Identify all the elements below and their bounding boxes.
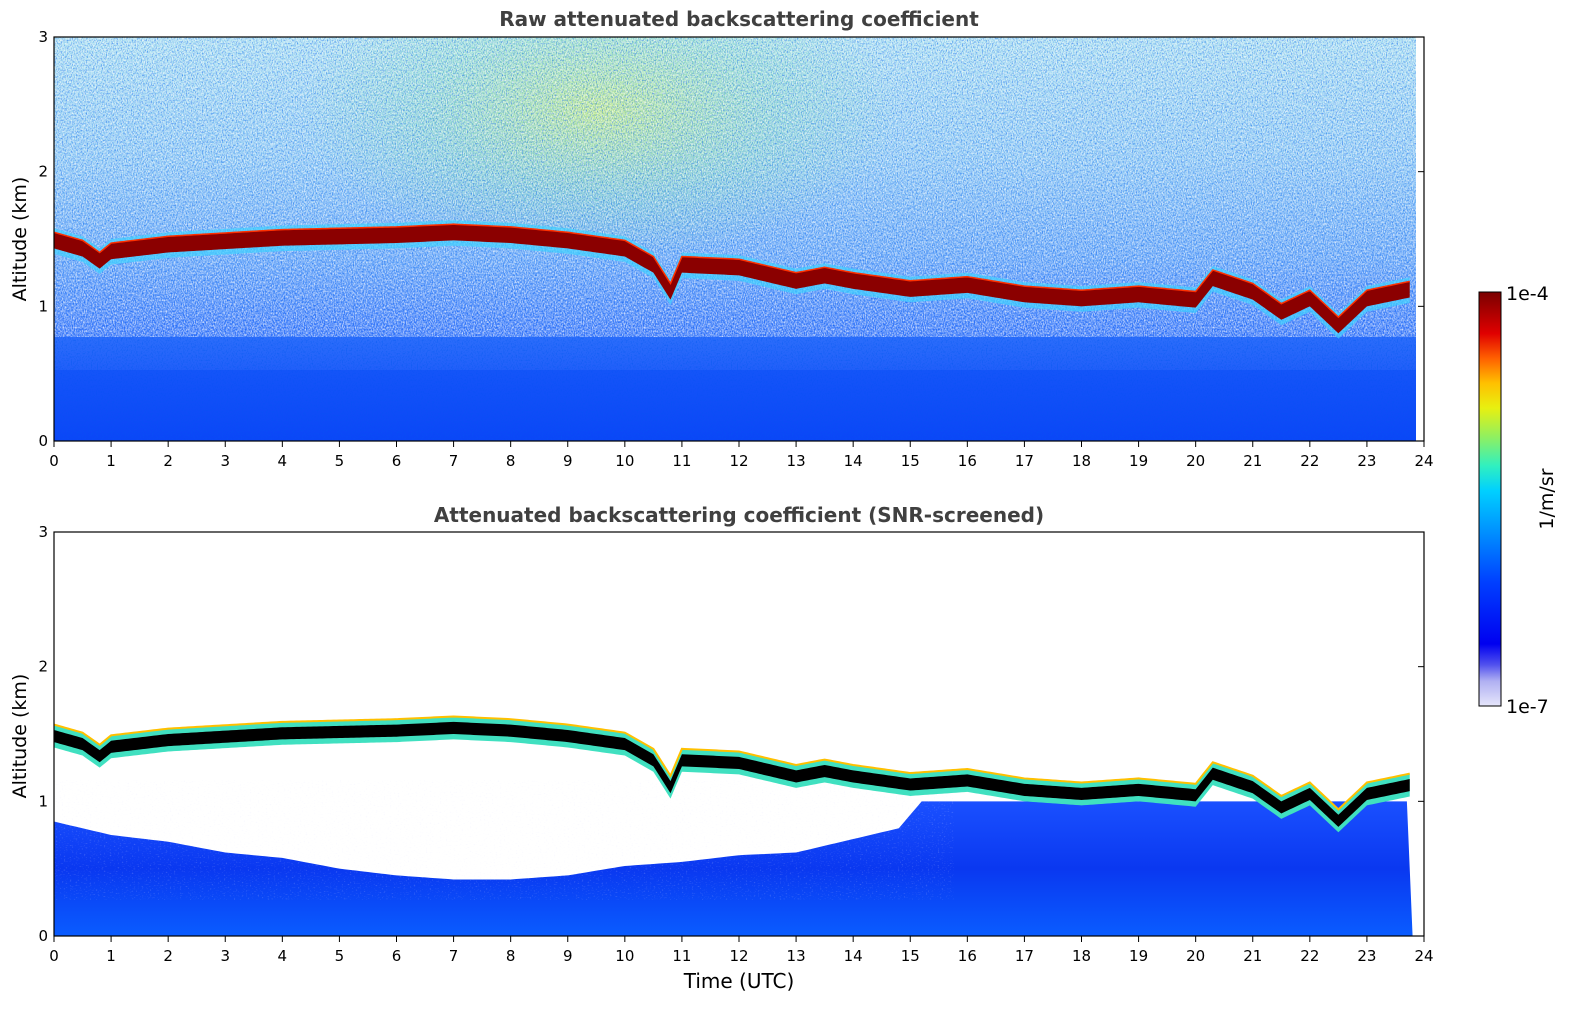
- raw-xtick-label: 20: [1186, 452, 1205, 470]
- screened-xtick-label: 23: [1357, 947, 1376, 965]
- raw-xtick-label: 5: [335, 452, 345, 470]
- raw-axes: 0 1 2 3 4 5 6 7 8 9 10 11 12 13 14 15 16 17 18 19 20 21 22 23 24…: [38, 28, 1433, 470]
- raw-xtick-label: 17: [1015, 452, 1034, 470]
- screened-xtick-label: 22: [1300, 947, 1319, 965]
- raw-cloud-layer: [54, 220, 1410, 339]
- screened-panel: Attenuated backscattering coefficient (S…: [9, 503, 1434, 993]
- screened-light-speckle: [54, 780, 954, 900]
- screened-xtick-label: 8: [506, 947, 516, 965]
- screened-xtick-label: 10: [615, 947, 634, 965]
- screened-xtick-label: 16: [958, 947, 977, 965]
- screened-xtick-label: 13: [787, 947, 806, 965]
- colorbar-min-label: 1e-7: [1506, 696, 1549, 718]
- raw-xtick-label: 7: [449, 452, 459, 470]
- screened-xtick-label: 18: [1072, 947, 1091, 965]
- screened-xtick-label: 14: [844, 947, 863, 965]
- raw-xtick-label: 3: [220, 452, 230, 470]
- raw-ytick-label: 0: [38, 432, 48, 450]
- raw-xtick-label: 12: [729, 452, 748, 470]
- screened-ytick-label: 0: [38, 927, 48, 945]
- raw-xtick-label: 10: [615, 452, 634, 470]
- raw-title: Raw attenuated backscattering coefficien…: [499, 7, 979, 31]
- raw-ytick-label: 3: [38, 28, 48, 46]
- colorbar-gradient: [1478, 291, 1502, 707]
- raw-xtick-label: 15: [901, 452, 920, 470]
- screened-xtick-label: 15: [901, 947, 920, 965]
- screened-xtick-label: 1: [106, 947, 116, 965]
- raw-xtick-label: 13: [787, 452, 806, 470]
- colorbar-unit-label: 1/m/sr: [1536, 468, 1558, 529]
- raw-cloud-halo: [54, 220, 1410, 339]
- screened-xlabel: Time (UTC): [683, 969, 795, 993]
- screened-cloud-layer: [54, 715, 1410, 833]
- screened-xtick-label: 4: [278, 947, 288, 965]
- screened-xtick-label: 7: [449, 947, 459, 965]
- screened-xtick-label: 6: [392, 947, 402, 965]
- raw-xtick-label: 24: [1414, 452, 1433, 470]
- screened-ylabel: Altitude (km): [9, 674, 31, 799]
- screened-xtick-label: 3: [220, 947, 230, 965]
- screened-xtick-label: 19: [1129, 947, 1148, 965]
- raw-xtick-label: 1: [106, 452, 116, 470]
- screened-cloud-edge: [54, 715, 1410, 811]
- raw-xtick-label: 21: [1243, 452, 1262, 470]
- raw-ytick-label: 2: [38, 163, 48, 181]
- raw-xtick-label: 11: [672, 452, 691, 470]
- screened-xtick-label: 2: [163, 947, 173, 965]
- raw-xtick-label: 0: [49, 452, 59, 470]
- raw-ylabel: Altitude (km): [9, 177, 31, 302]
- raw-xtick-label: 8: [506, 452, 516, 470]
- raw-xtick-label: 18: [1072, 452, 1091, 470]
- screened-xtick-label: 0: [49, 947, 59, 965]
- screened-xtick-label: 5: [335, 947, 345, 965]
- raw-xtick-label: 14: [844, 452, 863, 470]
- raw-cloud-edge: [54, 223, 1410, 319]
- raw-ytick-label: 1: [38, 297, 48, 315]
- screened-ytick-label: 2: [38, 658, 48, 676]
- raw-xtick-label: 23: [1357, 452, 1376, 470]
- raw-xtick-label: 2: [163, 452, 173, 470]
- screened-ytick-label: 1: [38, 792, 48, 810]
- screened-xtick-label: 11: [672, 947, 691, 965]
- raw-xtick-label: 6: [392, 452, 402, 470]
- screened-axes: 0 1 2 3 4 5 6 7 8 9 10 11 12 13 14 15 16 17 18 19 20 21 22 23 24…: [38, 523, 1433, 965]
- raw-near-surface: [54, 370, 1416, 441]
- screened-xtick-label: 17: [1015, 947, 1034, 965]
- screened-xtick-label: 12: [729, 947, 748, 965]
- raw-xtick-label: 9: [563, 452, 573, 470]
- screened-xtick-label: 24: [1414, 947, 1433, 965]
- raw-xtick-label: 4: [278, 452, 288, 470]
- raw-xtick-label: 19: [1129, 452, 1148, 470]
- screened-xtick-label: 21: [1243, 947, 1262, 965]
- screened-title: Attenuated backscattering coefficient (S…: [434, 503, 1044, 527]
- raw-xtick-label: 16: [958, 452, 977, 470]
- screened-xtick-label: 20: [1186, 947, 1205, 965]
- colorbar-max-label: 1e-4: [1506, 283, 1549, 305]
- colorbar: 1e-4 1e-7 1/m/sr: [1478, 283, 1558, 718]
- screened-ytick-label: 3: [38, 523, 48, 541]
- raw-xtick-label: 22: [1300, 452, 1319, 470]
- screened-cloud-halo: [54, 716, 1410, 833]
- raw-panel: Raw attenuated backscattering coefficien…: [9, 7, 1434, 470]
- screened-xtick-label: 9: [563, 947, 573, 965]
